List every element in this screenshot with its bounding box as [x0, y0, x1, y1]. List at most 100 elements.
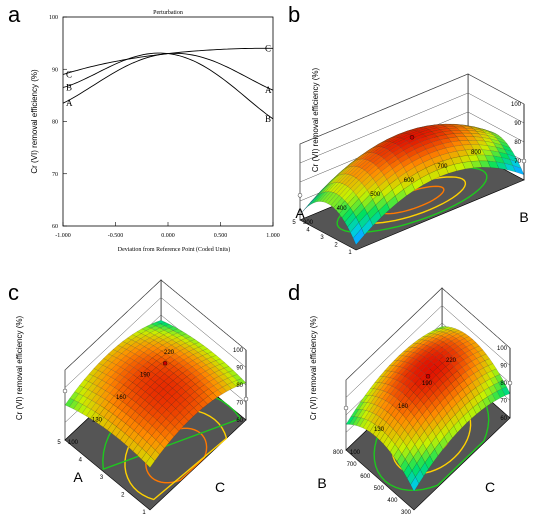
x-tick-label: -0.500 [108, 233, 124, 239]
x-tick-label: 1.000 [266, 233, 280, 239]
x-tick-label: 300 [401, 510, 412, 516]
design-point [243, 396, 249, 402]
panel-label-c: c [8, 280, 19, 305]
z-tick-label: 100 [511, 102, 522, 108]
y-axis-label: B [519, 209, 528, 225]
y-tick-label: 190 [422, 381, 433, 387]
z-tick-label: 70 [500, 399, 507, 405]
z-tick-label: 100 [233, 348, 244, 354]
x-tick-label: 4 [79, 458, 83, 464]
y-tick-label: 160 [398, 404, 409, 410]
y-tick-label: 80 [52, 120, 58, 126]
wall-gridline [299, 92, 525, 164]
x-tick-label: 4 [306, 228, 310, 234]
x-tick-label: 500 [374, 486, 385, 492]
wall-gridline [345, 305, 511, 398]
series-label-left-B: B [66, 83, 72, 93]
z-tick-label: 70 [236, 401, 243, 407]
x-axis-label: A [295, 205, 305, 221]
y-tick-label: 60 [52, 224, 58, 230]
z-tick-label: 90 [514, 121, 521, 127]
design-point [297, 193, 303, 198]
design-point [521, 158, 527, 164]
z-tick-label: 90 [236, 366, 243, 372]
y-tick-label: 500 [370, 192, 381, 198]
design-point [162, 361, 168, 366]
wall-gridline [299, 111, 525, 183]
y-tick-label: 220 [446, 358, 457, 364]
wall-gridline [64, 297, 247, 388]
x-tick-label: 3 [100, 475, 104, 481]
z-tick-label: 60 [236, 418, 243, 424]
x-tick-label: 700 [347, 462, 358, 468]
y-tick-label: 220 [164, 350, 175, 356]
design-point [507, 380, 513, 386]
design-point [343, 405, 349, 411]
x-axis-label: Deviation from Reference Point (Coded Un… [118, 246, 230, 253]
y-axis-label: C [215, 479, 225, 495]
y-axis-label: C [485, 479, 495, 495]
x-tick-label: 400 [387, 498, 398, 504]
y-tick-label: 600 [404, 178, 415, 184]
y-tick-label: 90 [52, 67, 58, 73]
design-point [425, 374, 431, 379]
series-label-right-B: B [265, 114, 271, 124]
z-tick-label: 80 [500, 381, 507, 387]
y-axis-label: Cr (VI) removal efficiency (%) [30, 69, 39, 174]
z-axis-label: Cr (VI) removal efficiency (%) [15, 316, 24, 421]
x-tick-label: 5 [292, 220, 296, 226]
x-tick-label: 3 [320, 235, 324, 241]
series-label-left-A: A [66, 98, 73, 108]
surface-cell [145, 456, 155, 468]
panel-label-a: a [8, 2, 21, 27]
x-tick-label: 5 [57, 440, 61, 446]
wall-gridline [299, 73, 525, 145]
x-tick-label: 1 [348, 250, 352, 256]
y-tick-label: 300 [303, 220, 314, 226]
y-tick-label: 700 [437, 164, 448, 170]
x-tick-label: 1 [142, 510, 146, 516]
series-label-left-C: C [66, 69, 72, 79]
y-tick-label: 100 [350, 450, 361, 456]
y-tick-label: 100 [49, 15, 58, 21]
design-point [409, 135, 415, 140]
x-tick-label: 800 [333, 450, 344, 456]
y-tick-label: 190 [140, 373, 151, 379]
z-tick-label: 70 [514, 159, 521, 165]
surface-cell [353, 228, 365, 246]
panel-label-d: d [288, 280, 301, 305]
x-tick-label: 2 [121, 493, 125, 499]
chart-title: Perturbation [153, 10, 183, 16]
series-line-C [62, 47, 273, 75]
wall-gridline [345, 287, 511, 381]
y-tick-label: 400 [337, 206, 348, 212]
x-tick-label: -1.000 [55, 233, 71, 239]
z-axis-label: Cr (VI) removal efficiency (%) [311, 68, 320, 173]
x-axis-label: A [73, 469, 83, 485]
y-tick-label: 70 [52, 172, 58, 178]
wall-gridline [64, 279, 247, 371]
z-tick-label: 80 [236, 383, 243, 389]
y-tick-label: 130 [92, 418, 103, 424]
z-axis-label: Cr (VI) removal efficiency (%) [309, 316, 318, 421]
y-tick-label: 160 [116, 395, 127, 401]
x-tick-label: 0.500 [214, 233, 228, 239]
z-tick-label: 80 [514, 140, 521, 146]
x-tick-label: 0.000 [161, 233, 175, 239]
y-tick-label: 800 [471, 150, 482, 156]
z-tick-label: 60 [500, 416, 507, 422]
series-label-right-C: C [265, 43, 271, 53]
design-point [62, 388, 68, 394]
surface-cell [410, 476, 419, 492]
x-tick-label: 600 [360, 474, 371, 480]
z-tick-label: 90 [500, 364, 507, 370]
x-axis-label: B [317, 475, 326, 491]
panel-label-b: b [288, 2, 301, 27]
z-tick-label: 100 [497, 346, 508, 352]
y-tick-label: 100 [68, 440, 79, 446]
